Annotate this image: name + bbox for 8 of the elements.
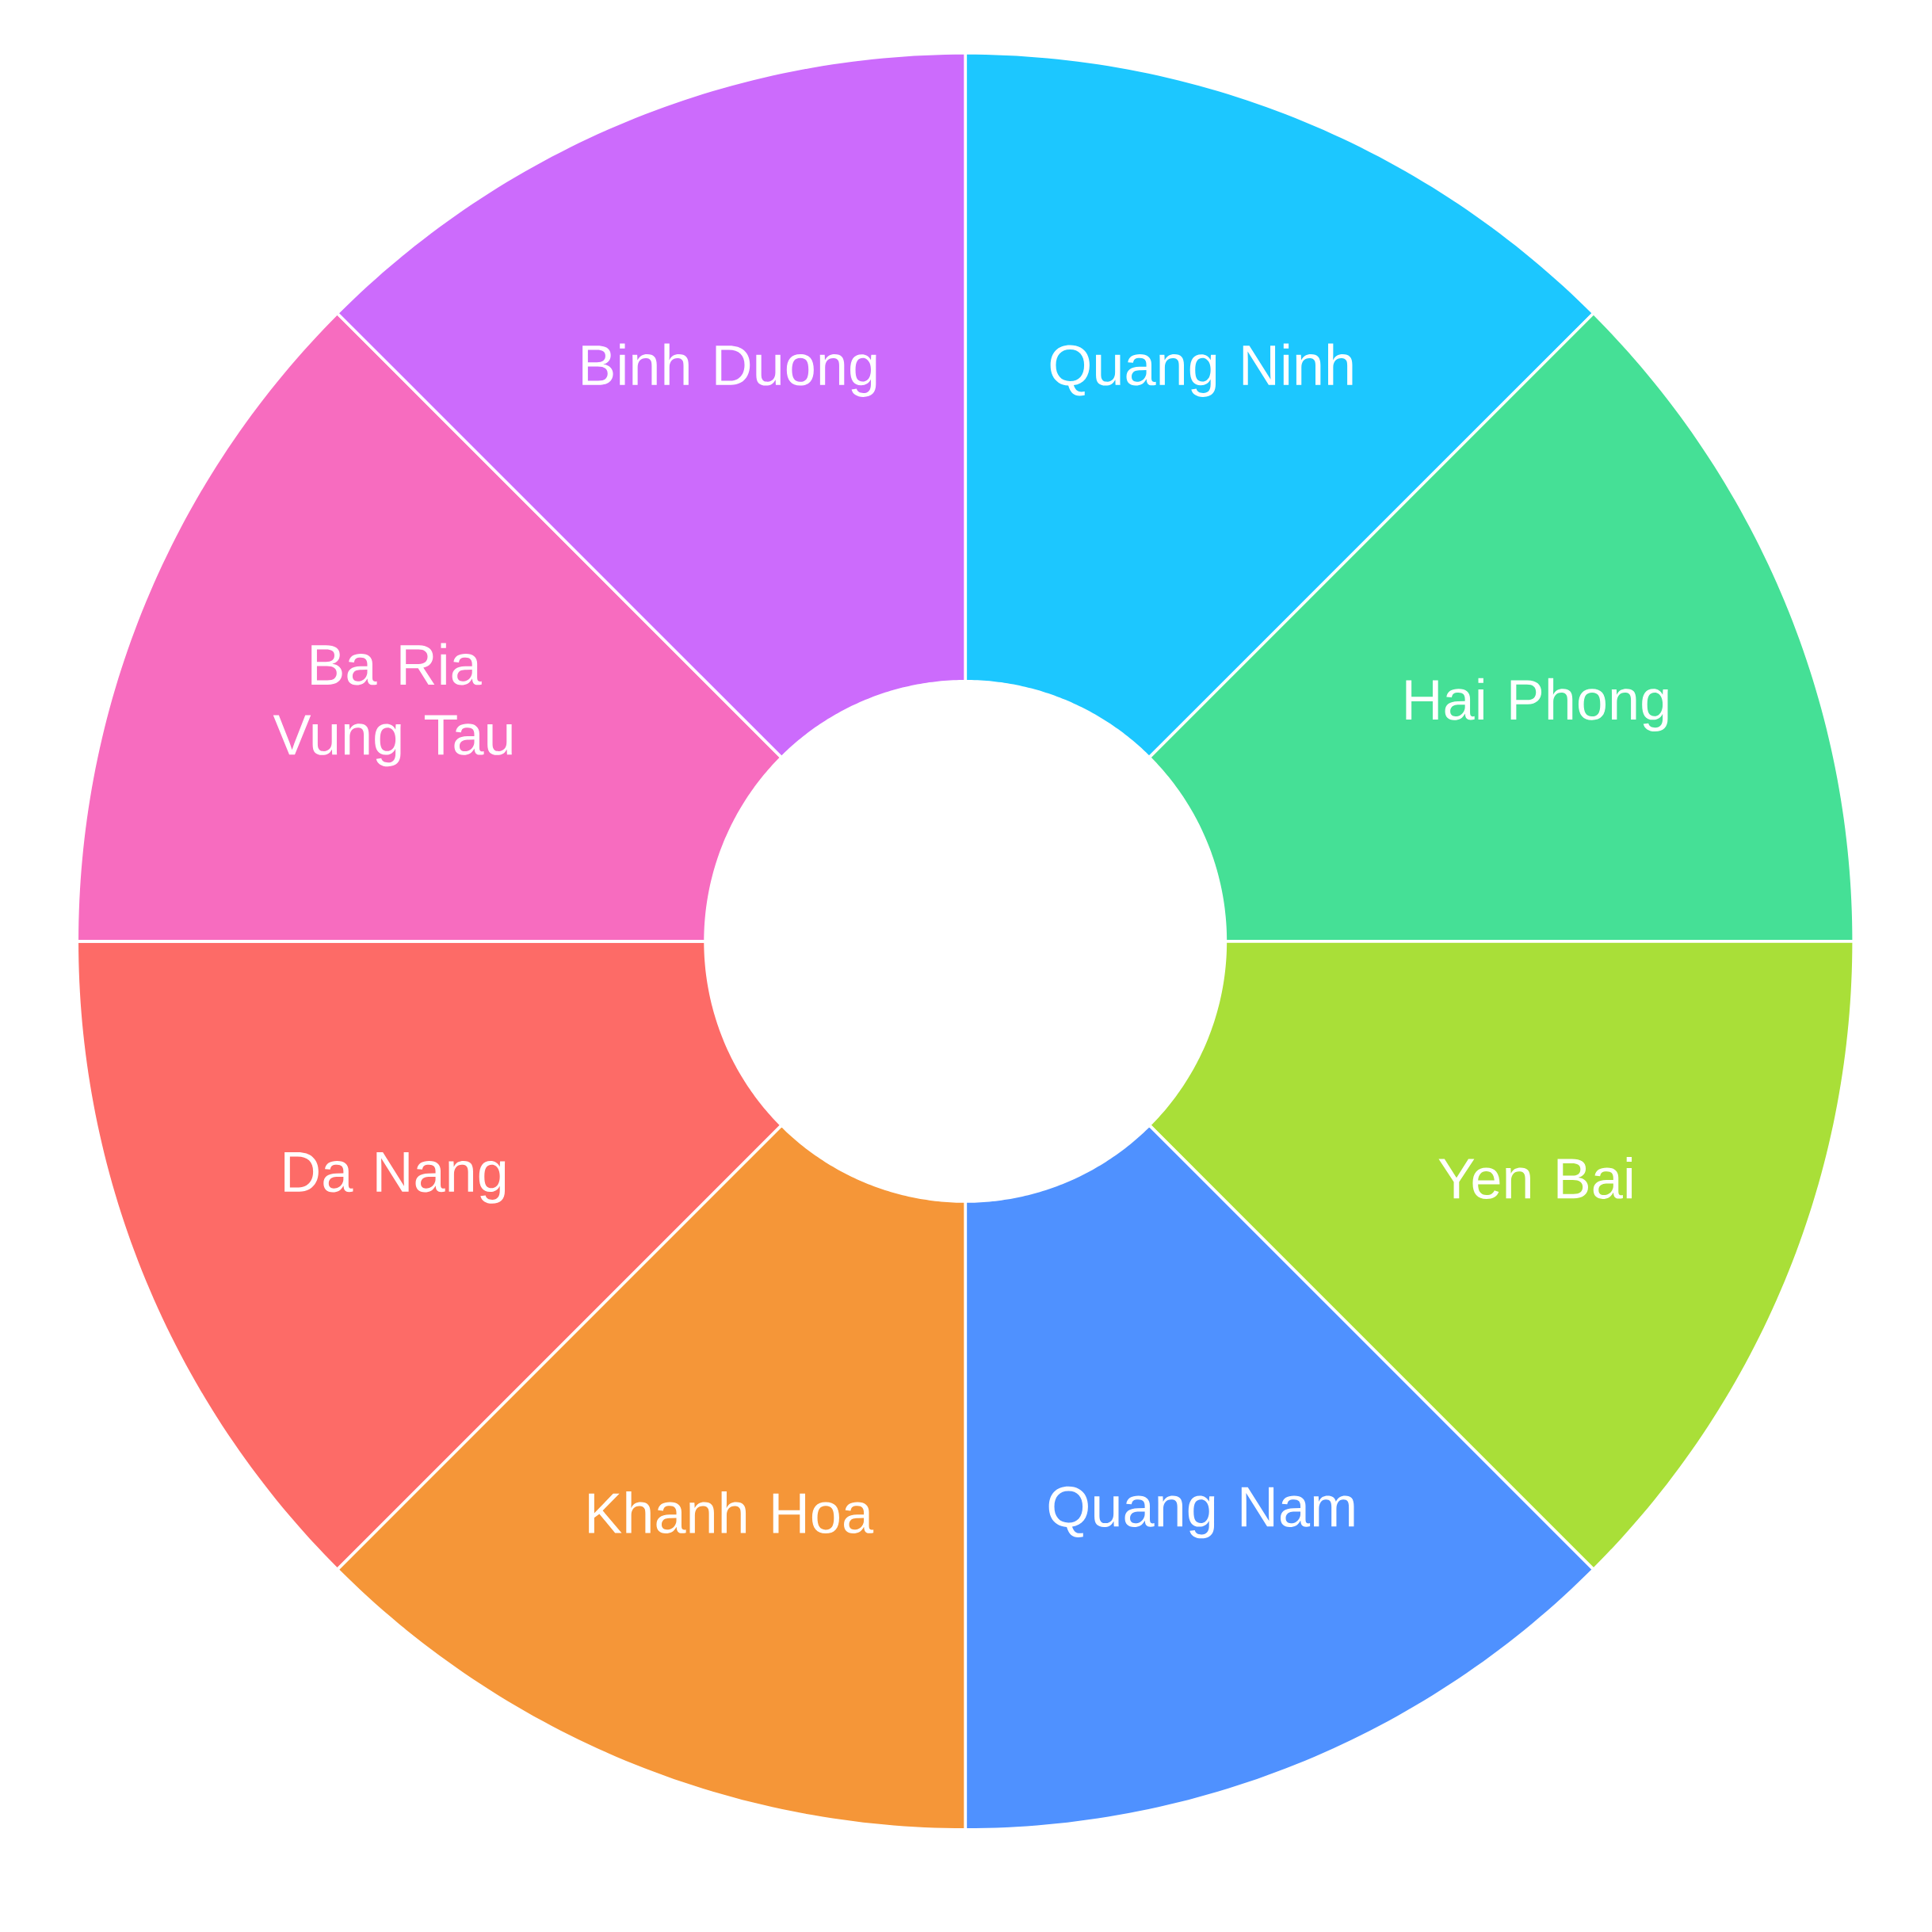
slice-label: Hai Phong (1406, 678, 1668, 732)
slice-label: Khanh Hoa (589, 1491, 874, 1534)
slice-label: Yen Bai (1438, 1156, 1632, 1199)
slice-label: Quang Nam (1048, 1486, 1354, 1539)
slice-label: Da Nang (284, 1152, 506, 1204)
slice-label: Quang Ninh (1050, 343, 1353, 397)
slice-label: Binh Duong (582, 343, 876, 397)
slice-label: Ba Ria Vung Tau (273, 643, 512, 767)
